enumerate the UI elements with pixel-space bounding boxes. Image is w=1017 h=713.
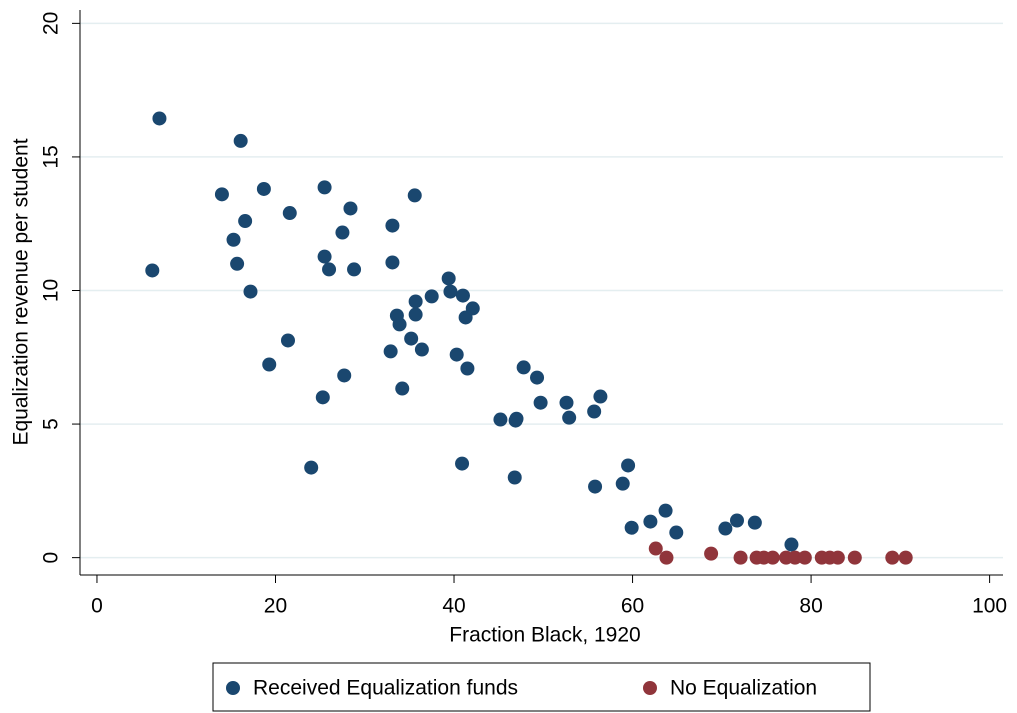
point <box>533 395 548 410</box>
point <box>152 111 167 126</box>
y-tick-label: 15 <box>40 145 63 168</box>
point <box>226 232 241 247</box>
point <box>659 550 674 565</box>
point <box>383 344 398 359</box>
point <box>507 470 522 485</box>
point <box>615 476 630 491</box>
point <box>347 262 362 277</box>
y-tick-label: 20 <box>40 12 63 35</box>
point <box>898 550 913 565</box>
point <box>449 347 464 362</box>
point <box>214 187 229 202</box>
point <box>404 331 419 346</box>
point <box>395 381 410 396</box>
point <box>588 479 603 494</box>
legend-box <box>212 662 871 712</box>
point <box>408 307 423 322</box>
point <box>304 460 319 475</box>
point <box>385 218 400 233</box>
point <box>718 521 733 536</box>
x-tick-label: 40 <box>442 595 465 618</box>
point <box>337 368 352 383</box>
point <box>516 360 531 375</box>
point <box>317 180 332 195</box>
point <box>747 515 762 530</box>
legend-marker <box>226 681 240 695</box>
point <box>729 513 744 528</box>
point <box>530 370 545 385</box>
point <box>392 317 407 332</box>
point <box>455 288 470 303</box>
point <box>648 541 663 556</box>
x-tick-label: 80 <box>799 595 822 618</box>
legend-marker <box>643 681 657 695</box>
point <box>465 301 480 316</box>
point <box>315 390 330 405</box>
point <box>847 550 862 565</box>
point <box>414 342 429 357</box>
point <box>621 458 636 473</box>
point <box>335 225 350 240</box>
point <box>441 271 456 286</box>
point <box>282 206 297 221</box>
point <box>509 411 524 426</box>
point <box>460 361 475 376</box>
point <box>593 389 608 404</box>
point <box>455 456 470 471</box>
point <box>230 256 245 271</box>
point <box>559 395 574 410</box>
point <box>587 404 602 419</box>
point <box>385 255 400 270</box>
point <box>658 503 673 518</box>
point <box>562 410 577 425</box>
point <box>256 181 271 196</box>
x-tick-label: 60 <box>621 595 644 618</box>
x-tick-label: 100 <box>972 595 1007 618</box>
point <box>424 289 439 304</box>
point <box>233 133 248 148</box>
y-tick-label: 10 <box>40 279 63 302</box>
point <box>280 333 295 348</box>
x-tick-label: 0 <box>91 595 103 618</box>
point <box>830 550 845 565</box>
y-tick-label: 0 <box>40 552 63 564</box>
point <box>243 284 258 299</box>
point <box>733 550 748 565</box>
point <box>704 546 719 561</box>
point <box>788 550 803 565</box>
legend-label: No Equalization <box>670 677 817 700</box>
point <box>797 550 812 565</box>
point <box>493 412 508 427</box>
legend-label: Received Equalization funds <box>253 677 518 700</box>
point <box>624 520 639 535</box>
point <box>643 514 658 529</box>
point <box>669 525 684 540</box>
point <box>443 284 458 299</box>
x-axis-label: Fraction Black, 1920 <box>449 624 640 647</box>
point <box>238 214 253 229</box>
point <box>408 294 423 309</box>
y-tick-label: 5 <box>40 418 63 430</box>
point <box>885 550 900 565</box>
x-tick-label: 20 <box>264 595 287 618</box>
y-axis-label: Equalization revenue per student <box>10 138 33 445</box>
point <box>262 357 277 372</box>
point <box>765 550 780 565</box>
point <box>784 537 799 552</box>
point <box>343 201 358 216</box>
point <box>317 249 332 264</box>
point <box>407 188 422 203</box>
point <box>145 263 160 278</box>
point <box>322 262 337 277</box>
